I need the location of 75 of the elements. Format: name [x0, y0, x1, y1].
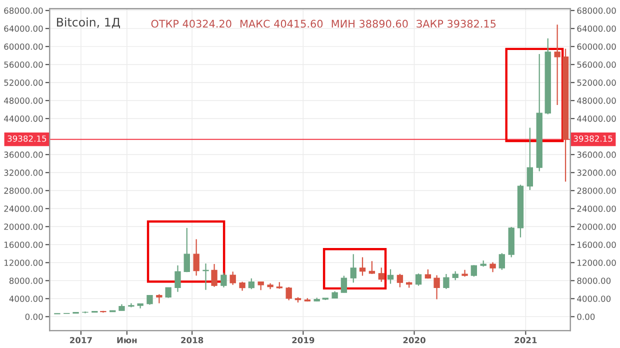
y2-tick-label: 36000.00	[577, 152, 616, 158]
candlestick	[248, 278, 254, 290]
annotation: МАКС 40415.60	[240, 20, 323, 28]
y2-tick-label: 0.00	[577, 314, 595, 320]
candlestick	[350, 254, 356, 284]
candlestick	[165, 286, 172, 298]
annotation: ЗАКР 39382.15	[416, 20, 496, 28]
y2-tick-label: 32000.00	[577, 170, 616, 176]
annotation: ОТКР 40324.20	[151, 20, 232, 28]
y2-tick-label: 20000.00	[577, 224, 616, 230]
candlestick	[239, 281, 246, 292]
y2-tick-label: 60000.00	[577, 44, 616, 50]
candlestick	[230, 271, 236, 286]
y-tick-label: 24000.00	[4, 206, 43, 212]
y-tick-label: 28000.00	[4, 188, 43, 194]
candlestick	[220, 272, 227, 288]
candlestick	[193, 238, 200, 276]
x-tick-label: 2017	[70, 336, 92, 344]
y-tick-label: 12000.00	[4, 260, 43, 266]
text: Bitcoin, 1Д	[57, 17, 120, 28]
y-tick-label: 20000.00	[4, 224, 43, 230]
y-tick-label: 56000.00	[4, 62, 43, 68]
text: 39382.15	[8, 135, 46, 142]
y2-tick-label: 8000.00	[577, 278, 611, 284]
y2-tick-label: 48000.00	[577, 98, 616, 104]
candlestick	[554, 24, 560, 106]
candlestick	[498, 252, 506, 270]
y-tick-label: 4000.00	[9, 296, 43, 302]
x-tick-label: 2019	[292, 336, 314, 344]
y2-tick-label: 4000.00	[577, 296, 611, 302]
y2-tick-label: 56000.00	[577, 62, 616, 68]
candlestick	[490, 262, 496, 273]
candlestick	[174, 264, 181, 292]
candlestick	[211, 263, 218, 288]
candlestick	[415, 272, 422, 286]
candlestick	[202, 262, 209, 290]
candlestick	[340, 275, 348, 294]
candlestick	[156, 294, 162, 304]
y2-tick-label: 28000.00	[577, 188, 616, 194]
y-tick-label: 64000.00	[4, 25, 43, 32]
y-tick-label: 48000.00	[4, 98, 43, 104]
y-tick-label: 16000.00	[4, 242, 43, 248]
ref-line-label: 39382.15	[574, 135, 612, 142]
candlestick	[378, 267, 384, 282]
x-tick-label: 2021	[514, 336, 537, 344]
candlestick	[526, 127, 534, 191]
candlestick	[184, 227, 190, 273]
candlestick	[146, 294, 153, 306]
candlestick	[443, 274, 450, 290]
y2-tick-label: 64000.00	[577, 25, 616, 32]
candlestick	[368, 260, 376, 275]
annotation: МИН 38890.60	[332, 20, 408, 28]
y2-tick-label: 52000.00	[577, 80, 616, 86]
y2-tick-label: 68000.00	[577, 7, 616, 14]
y-tick-label: 32000.00	[4, 170, 43, 176]
y-tick-label: 44000.00	[4, 116, 43, 122]
y-tick-label: 36000.00	[4, 152, 43, 158]
y2-tick-label: 12000.00	[578, 260, 616, 266]
y-tick-label: 8000.00	[9, 278, 43, 284]
y-tick-label: 60000.00	[4, 44, 43, 50]
y2-tick-label: 24000.00	[577, 206, 616, 212]
x-tick-label: 2020	[403, 336, 426, 344]
candlestick	[387, 268, 394, 284]
candlestick	[434, 274, 440, 300]
candlestick	[470, 264, 477, 278]
x-tick-label: 2018	[181, 336, 204, 344]
x-tick-label: Июн	[117, 337, 137, 344]
y-tick-label: 0.00	[25, 314, 43, 320]
y-tick-label: 52000.00	[4, 80, 43, 86]
candlestick	[359, 256, 366, 276]
y-tick-label: 68000.00	[4, 7, 43, 14]
candlestick	[396, 273, 404, 288]
y2-tick-label: 16000.00	[578, 242, 616, 248]
y2-tick-label: 44000.00	[577, 116, 616, 122]
candlestick	[286, 286, 292, 301]
